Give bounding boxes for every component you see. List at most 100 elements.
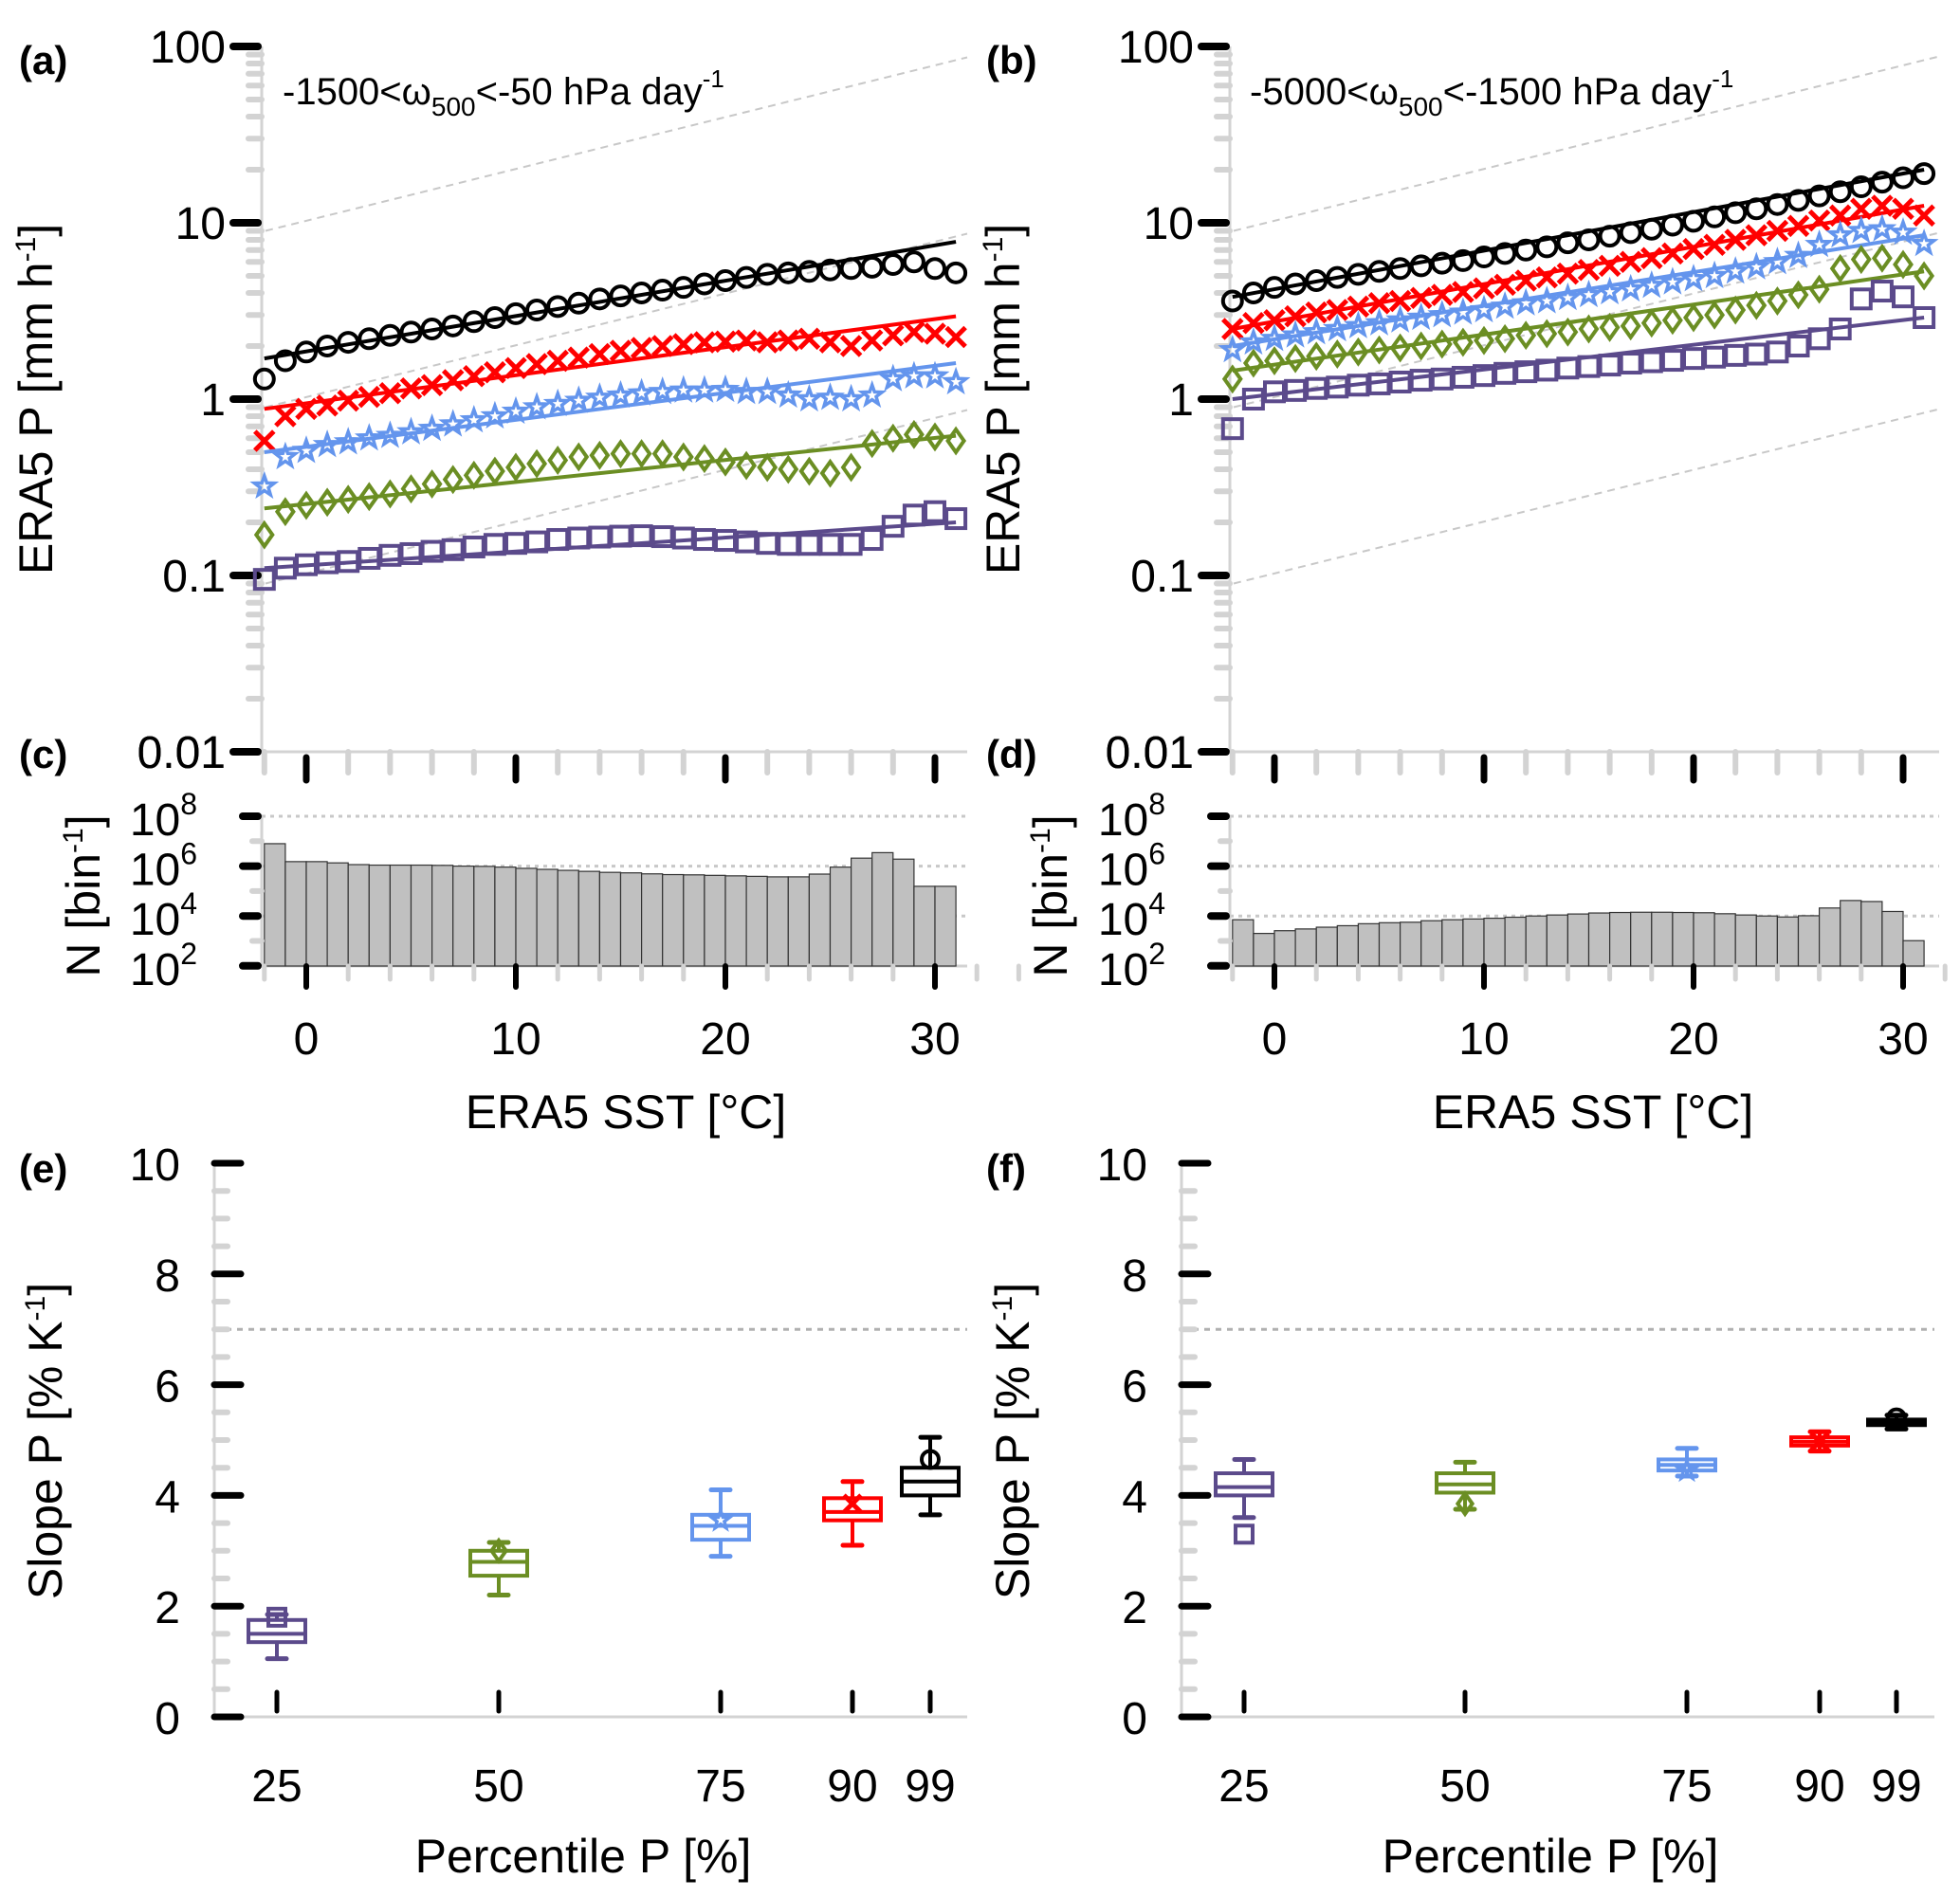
y-tick-label: 104 [130, 886, 197, 945]
data-point [249, 470, 280, 500]
data-point [1367, 260, 1391, 283]
data-point [1809, 1431, 1830, 1452]
data-point [1787, 280, 1809, 310]
data-point [273, 556, 297, 580]
y-tick-label: 108 [130, 787, 197, 846]
x-tick-label: 75 [695, 1761, 745, 1812]
histogram-bar [473, 866, 496, 967]
histogram-bar [1336, 924, 1360, 967]
data-point [1574, 279, 1603, 308]
panel-f [1178, 1159, 1934, 1721]
panel-b [1198, 43, 1940, 784]
x-tick-label: 99 [905, 1761, 955, 1812]
data-point [1786, 189, 1810, 212]
data-point [1452, 327, 1474, 357]
histogram-bar [1357, 922, 1381, 967]
y-tick-label: 10 [1097, 1140, 1147, 1191]
data-point [317, 487, 339, 518]
data-point [588, 287, 612, 311]
data-point [291, 435, 321, 464]
data-point [1619, 250, 1642, 274]
data-point [1599, 312, 1621, 342]
histogram-bar [1232, 919, 1255, 967]
y-tick-label: 8 [155, 1251, 180, 1302]
data-point [1745, 342, 1768, 366]
data-point [925, 422, 945, 452]
data-point [630, 524, 653, 548]
data-point [312, 429, 342, 458]
histogram-bar [1273, 930, 1296, 967]
histogram-bar [1253, 933, 1275, 967]
data-point [1909, 228, 1939, 257]
data-point [1741, 251, 1771, 280]
data-point [1306, 341, 1328, 372]
data-point [1913, 305, 1936, 329]
x-tick-label: 50 [473, 1761, 523, 1812]
data-point [400, 474, 422, 504]
data-point [1406, 301, 1437, 331]
data-point [1703, 205, 1727, 228]
histogram-bar [536, 868, 559, 967]
data-point [672, 442, 694, 472]
annotation-sub: 500 [431, 92, 476, 121]
data-point [756, 331, 779, 354]
histogram-bar [347, 864, 370, 967]
fit-line [1232, 204, 1925, 331]
data-point [860, 528, 884, 552]
data-point [903, 419, 925, 449]
x-axis-title: ERA5 SST [°C] [466, 1085, 787, 1139]
data-point [882, 323, 905, 347]
boxplot-99 [1866, 1407, 1927, 1432]
data-point [671, 526, 695, 550]
data-point [1430, 251, 1454, 275]
data-point [1556, 356, 1580, 380]
data-point [354, 423, 384, 451]
histogram-bar [1881, 910, 1904, 967]
data-point [735, 329, 758, 352]
data-point [1241, 388, 1265, 410]
histogram-bar [1630, 911, 1653, 967]
data-point [693, 444, 715, 474]
data-point [1763, 246, 1792, 275]
data-point [1531, 285, 1562, 314]
data-point [316, 335, 339, 358]
data-point [1745, 197, 1768, 221]
data-point [1234, 1523, 1255, 1545]
data-point [1515, 320, 1537, 351]
data-point [480, 400, 510, 429]
data-point [1514, 238, 1538, 262]
data-point [296, 490, 317, 520]
data-point [421, 469, 443, 500]
x-tick-label: 10 [1458, 1014, 1509, 1065]
panel-d [1207, 812, 1948, 990]
data-point [270, 441, 301, 470]
data-point [547, 446, 569, 475]
y-axis-title-main: Slope P [% K [19, 1321, 72, 1599]
data-point [1784, 240, 1813, 268]
data-point [1699, 260, 1730, 289]
histogram-bar [683, 874, 705, 967]
histogram-bar [640, 873, 664, 967]
data-point [1427, 300, 1457, 328]
histogram-bar [787, 876, 810, 967]
histogram-bar [1713, 913, 1736, 967]
histogram-bar [850, 857, 873, 967]
y-axis-title: ERA5 P [mm h-1] [9, 224, 63, 575]
data-point [1660, 213, 1684, 237]
x-axis-title: Percentile P [%] [415, 1830, 752, 1883]
data-point [378, 382, 402, 405]
data-point [1807, 327, 1831, 351]
boxplot-90 [1789, 1429, 1850, 1454]
data-point [794, 383, 824, 412]
y-axis-title-end: ] [9, 224, 63, 237]
data-point [606, 379, 635, 409]
data-point [1493, 361, 1517, 385]
data-point [1619, 352, 1642, 375]
data-point [1322, 313, 1352, 342]
data-point [627, 377, 656, 406]
data-point [1552, 282, 1583, 311]
box [247, 1617, 307, 1645]
data-point [756, 532, 779, 556]
data-point [1305, 376, 1328, 400]
data-point [337, 550, 360, 574]
